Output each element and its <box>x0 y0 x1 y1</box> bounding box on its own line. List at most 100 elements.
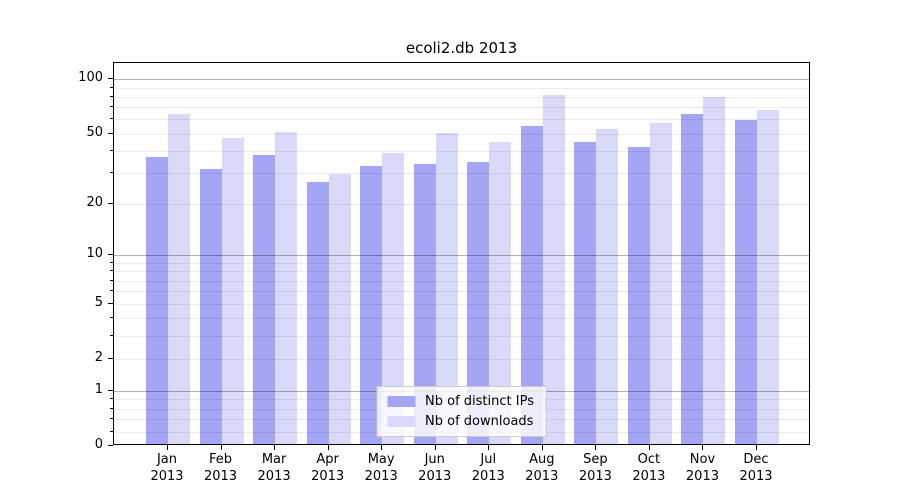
x-tick-label-mar: Mar 2013 <box>257 452 291 484</box>
y-minor-tick-mark-8 <box>110 270 113 272</box>
bar-nb-of-distinct-ips-jul <box>467 161 490 444</box>
y-tick-label-0: 0 <box>94 437 103 452</box>
gridline-minor-3 <box>114 335 809 337</box>
bar-nb-of-downloads-feb <box>221 138 244 444</box>
gridline-minor-80 <box>114 96 809 98</box>
x-tick-mark-jan <box>167 445 168 450</box>
legend-row-distinct-ips: Nb of distinct IPs <box>387 394 534 409</box>
gridline-minor-30 <box>114 173 809 175</box>
y-minor-tick-mark-2 <box>110 357 113 359</box>
y-tick-label-5: 5 <box>94 294 103 310</box>
y-tick-mark-0 <box>108 445 113 446</box>
bar-nb-of-downloads-jul <box>489 141 512 444</box>
x-tick-mark-feb <box>220 445 222 450</box>
y-minor-tick-mark-80 <box>110 95 113 97</box>
y-tick-label-2: 2 <box>94 349 103 365</box>
gridline-major-100 <box>114 79 809 81</box>
x-tick-label-nov: Nov 2013 <box>685 452 719 484</box>
gridline-minor-40 <box>114 150 809 152</box>
bar-nb-of-distinct-ips-feb <box>199 168 222 444</box>
bar-nb-of-distinct-ips-mar <box>253 154 276 444</box>
bar-nb-of-downloads-mar <box>275 131 298 444</box>
x-tick-label-oct: Oct 2013 <box>632 452 666 484</box>
bar-nb-of-downloads-apr <box>328 173 351 444</box>
x-tick-mark-aug <box>541 445 543 450</box>
legend-label-downloads: Nb of downloads <box>425 414 534 429</box>
y-minor-tick-mark-7 <box>110 279 113 281</box>
gridline-minor-90 <box>114 87 809 89</box>
gridline-minor-7 <box>114 280 809 282</box>
x-tick-mark-jun <box>434 445 436 450</box>
x-tick-mark-jul <box>488 445 490 450</box>
bar-nb-of-distinct-ips-jan <box>146 157 168 444</box>
x-tick-label-dec: Dec 2013 <box>739 452 773 484</box>
x-tick-mark-nov <box>702 445 704 450</box>
gridline-minor-6 <box>114 291 809 293</box>
gridline-major-10 <box>114 255 809 257</box>
x-tick-label-sep: Sep 2013 <box>578 452 612 484</box>
gridline-minor-9 <box>114 263 809 265</box>
y-minor-tick-mark-5 <box>110 302 113 304</box>
y-tick-label-20: 20 <box>86 195 103 211</box>
bar-nb-of-downloads-oct <box>649 122 672 444</box>
y-minor-tick-mark-9 <box>110 262 113 264</box>
bar-nb-of-distinct-ips-apr <box>306 182 329 444</box>
legend-swatch-distinct-ips <box>387 396 416 407</box>
y-minor-tick-mark-0.4 <box>110 418 113 420</box>
y-minor-tick-mark-0.6 <box>110 407 113 409</box>
x-tick-label-feb: Feb 2013 <box>203 452 238 484</box>
chart-title: ecoli2.db 2013 <box>405 39 518 57</box>
y-minor-tick-mark-60 <box>110 118 113 120</box>
gridline-minor-8 <box>114 271 809 273</box>
x-tick-label-jan: Jan 2013 <box>150 452 184 484</box>
y-minor-tick-mark-0.8 <box>110 398 113 400</box>
y-minor-tick-mark-3 <box>110 334 113 336</box>
x-tick-mark-apr <box>327 445 329 450</box>
legend: Nb of distinct IPs Nb of downloads <box>376 386 547 437</box>
legend-row-downloads: Nb of downloads <box>387 414 534 429</box>
y-minor-tick-mark-50 <box>110 132 113 134</box>
bar-nb-of-downloads-jan <box>168 113 190 444</box>
y-tick-mark-10 <box>108 254 113 256</box>
y-tick-mark-1 <box>108 389 113 391</box>
bar-nb-of-distinct-ips-dec <box>735 120 757 444</box>
legend-label-distinct-ips: Nb of distinct IPs <box>425 394 534 409</box>
plot-area: Nb of distinct IPs Nb of downloads <box>113 62 810 445</box>
gridline-minor-5 <box>114 303 809 305</box>
y-minor-tick-mark-6 <box>110 290 113 292</box>
gridline-minor-50 <box>114 133 809 135</box>
x-tick-label-apr: Apr 2013 <box>311 452 345 484</box>
bar-nb-of-distinct-ips-may <box>360 166 383 444</box>
bar-nb-of-distinct-ips-aug <box>520 125 543 444</box>
legend-swatch-downloads <box>387 416 416 427</box>
y-tick-label-10: 10 <box>86 246 103 262</box>
y-minor-tick-mark-90 <box>110 86 113 88</box>
x-tick-mark-may <box>381 445 383 450</box>
bar-nb-of-downloads-nov <box>703 96 726 444</box>
gridline-minor-20 <box>114 204 809 206</box>
bar-nb-of-downloads-jun <box>435 133 458 444</box>
x-tick-label-may: May 2013 <box>364 452 398 484</box>
y-minor-tick-mark-20 <box>110 203 113 205</box>
x-tick-mark-mar <box>274 445 276 450</box>
bar-nb-of-distinct-ips-sep <box>574 141 597 444</box>
y-minor-tick-mark-0.2 <box>110 430 113 432</box>
y-minor-tick-mark-40 <box>110 149 113 151</box>
y-minor-tick-mark-30 <box>110 172 113 174</box>
bar-nb-of-downloads-aug <box>542 94 565 444</box>
gridline-minor-2 <box>114 358 809 360</box>
bar-nb-of-downloads-sep <box>596 128 619 444</box>
bar-nb-of-distinct-ips-oct <box>627 147 650 444</box>
y-tick-mark-100 <box>108 78 113 80</box>
bar-nb-of-distinct-ips-nov <box>681 113 704 444</box>
x-tick-mark-dec <box>756 445 757 450</box>
x-tick-label-aug: Aug 2013 <box>525 452 559 484</box>
gridline-minor-70 <box>114 107 809 109</box>
y-tick-label-50: 50 <box>86 124 103 140</box>
y-tick-label-100: 100 <box>78 70 103 86</box>
bar-nb-of-distinct-ips-jun <box>413 163 436 444</box>
y-tick-label-1: 1 <box>94 381 103 397</box>
y-minor-tick-mark-70 <box>110 106 113 108</box>
x-tick-mark-sep <box>595 445 597 450</box>
